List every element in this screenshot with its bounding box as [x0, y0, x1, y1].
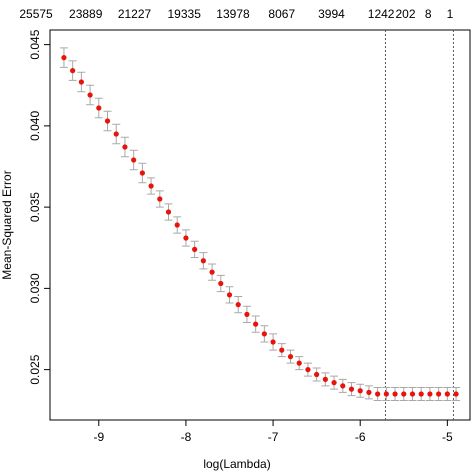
- point: [192, 246, 198, 252]
- point: [392, 391, 398, 397]
- y-tick-label: 0.030: [28, 273, 42, 303]
- point: [331, 380, 337, 386]
- point: [165, 209, 172, 215]
- point: [200, 258, 206, 264]
- top-tick-label: 21227: [118, 7, 152, 21]
- x-tick-label: -8: [181, 430, 192, 444]
- y-tick-label: 0.045: [28, 29, 42, 59]
- point: [87, 92, 93, 98]
- y-tick-label: 0.040: [28, 111, 42, 141]
- y-tick-label: 0.025: [28, 354, 42, 384]
- point: [78, 79, 84, 85]
- point: [226, 292, 233, 298]
- point: [453, 391, 459, 397]
- point: [209, 269, 215, 275]
- point: [96, 105, 102, 111]
- point: [436, 391, 442, 397]
- point: [113, 131, 119, 137]
- point: [279, 347, 285, 353]
- point: [183, 235, 189, 241]
- point: [348, 386, 355, 392]
- point: [261, 331, 267, 337]
- point: [409, 391, 416, 397]
- x-tick-label: -7: [268, 430, 279, 444]
- top-tick-label: 25575: [19, 7, 53, 21]
- point: [122, 144, 128, 150]
- top-tick-label: 13978: [216, 7, 250, 21]
- x-tick-label: -6: [355, 430, 366, 444]
- point: [375, 391, 381, 397]
- top-tick-label: 23889: [69, 7, 103, 21]
- top-tick-label: 1: [447, 7, 454, 21]
- point: [61, 55, 67, 61]
- point: [305, 367, 311, 373]
- point: [444, 391, 450, 397]
- point: [174, 222, 180, 228]
- point: [253, 321, 259, 327]
- top-tick-label: 202: [396, 7, 416, 21]
- top-tick-label: 8067: [268, 7, 295, 21]
- point: [287, 354, 294, 360]
- point: [139, 170, 145, 176]
- point: [148, 183, 154, 189]
- point: [235, 302, 241, 308]
- point: [244, 311, 250, 317]
- point: [70, 68, 76, 74]
- y-axis-title: Mean-Squared Error: [0, 170, 14, 279]
- point: [340, 383, 346, 389]
- top-tick-label: 19335: [168, 7, 202, 21]
- top-tick-label: 3994: [318, 7, 345, 21]
- point: [322, 376, 328, 382]
- point: [314, 371, 320, 378]
- x-axis-title: log(Lambda): [203, 457, 270, 471]
- point: [104, 118, 111, 124]
- point: [427, 391, 433, 397]
- point: [270, 339, 276, 345]
- point: [296, 360, 302, 366]
- point: [218, 280, 224, 287]
- point: [131, 157, 137, 163]
- top-tick-label: 1242: [368, 7, 395, 21]
- x-tick-label: -5: [442, 430, 453, 444]
- top-tick-label: 8: [425, 7, 432, 21]
- point: [157, 196, 163, 202]
- point: [366, 389, 372, 395]
- x-tick-label: -9: [93, 430, 104, 444]
- y-tick-label: 0.035: [28, 192, 42, 222]
- point: [383, 391, 389, 397]
- point: [401, 391, 407, 397]
- point: [357, 388, 363, 394]
- point: [418, 391, 424, 397]
- plot-frame: [49, 29, 471, 421]
